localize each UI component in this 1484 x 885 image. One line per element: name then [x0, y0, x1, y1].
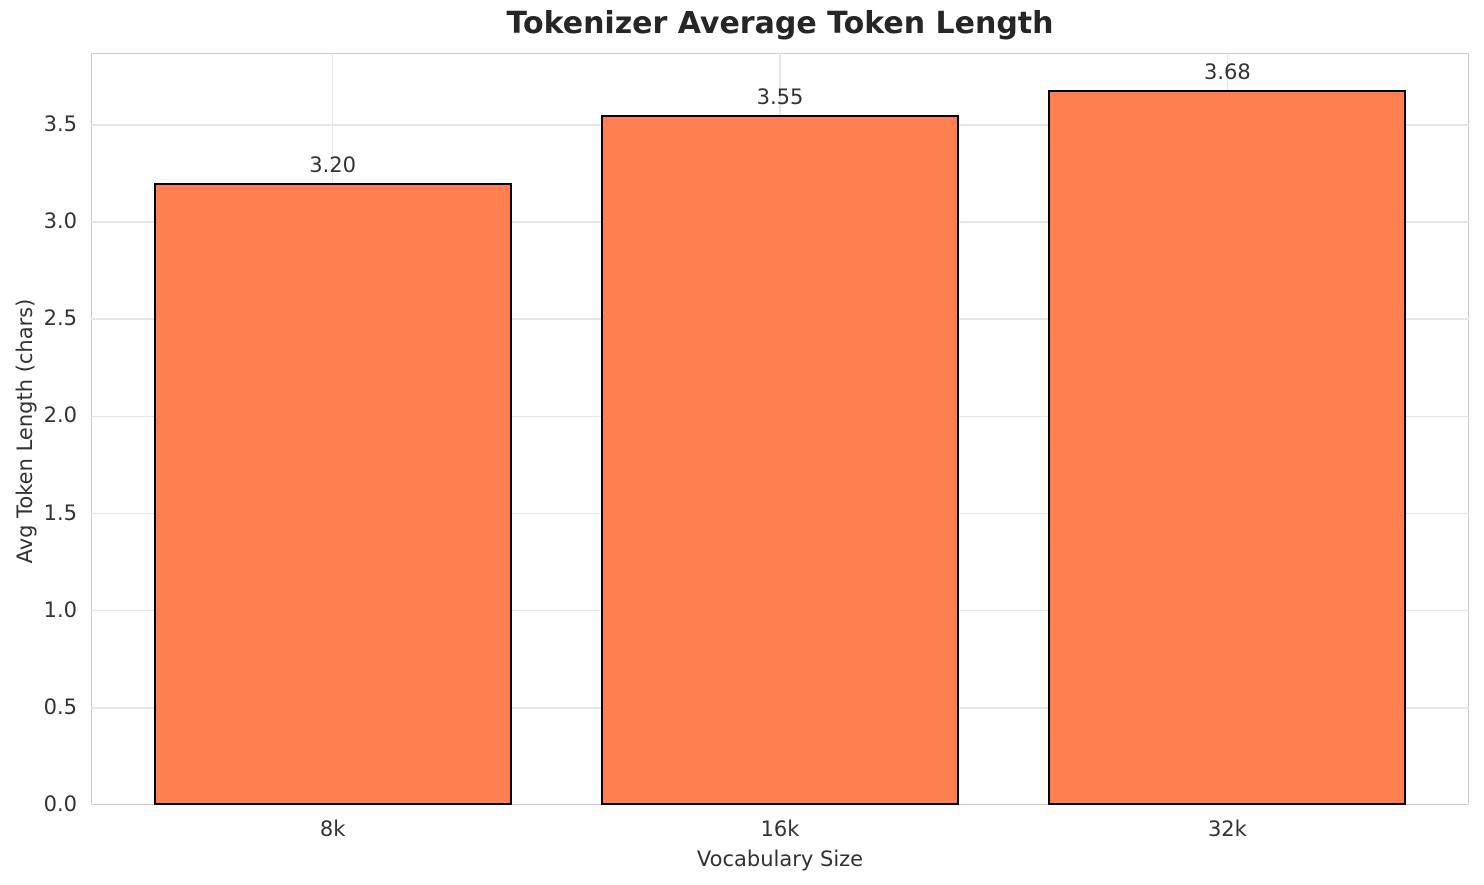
- x-tick-label: 16k: [760, 817, 800, 841]
- y-tick-label: 1.5: [43, 500, 77, 525]
- x-axis-label: Vocabulary Size: [696, 847, 864, 871]
- y-tick-label: 2.5: [43, 306, 77, 331]
- y-tick-label: 3.5: [43, 111, 77, 136]
- bar-value-label: 3.68: [1204, 59, 1251, 84]
- y-tick-label: 0.0: [43, 792, 77, 816]
- y-tick-label: 2.0: [43, 403, 77, 428]
- chart-title: Tokenizer Average Token Length: [506, 6, 1054, 41]
- bar-16k: [601, 115, 959, 805]
- bar-value-label: 3.55: [756, 85, 804, 110]
- x-tick-label: 8k: [319, 817, 346, 841]
- y-tick-label: 1.0: [43, 597, 77, 622]
- x-tick-label: 32k: [1207, 817, 1247, 841]
- y-tick-label: 3.0: [43, 209, 77, 234]
- bar-8k: [153, 183, 512, 805]
- bar-value-label: 3.20: [309, 153, 356, 178]
- y-axis-label: Avg Token Length (chars): [13, 298, 37, 564]
- y-tick-label: 0.5: [43, 694, 77, 719]
- bar-32k: [1048, 89, 1407, 805]
